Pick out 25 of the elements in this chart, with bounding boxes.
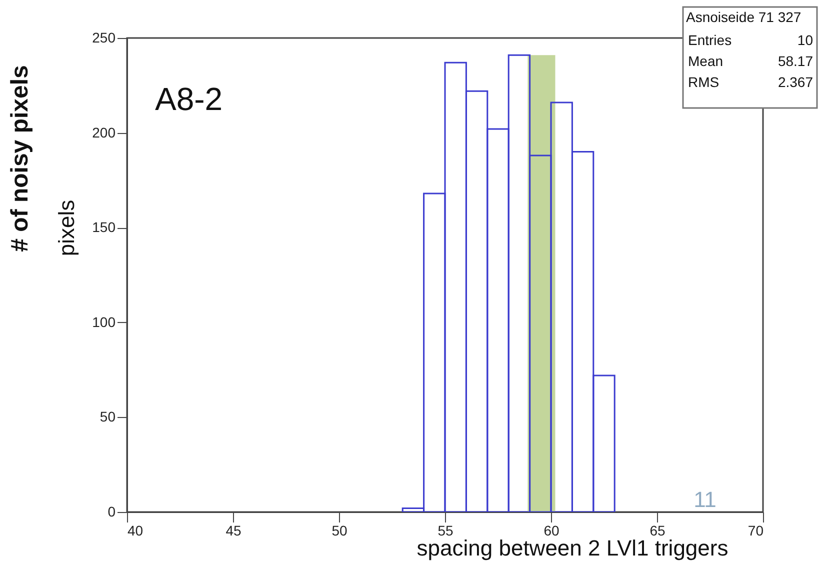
annotation: Entries — [688, 32, 732, 48]
y-tick-label: 50 — [100, 408, 116, 425]
text: 10 — [797, 32, 814, 48]
y-tick-label: 0 — [108, 504, 116, 520]
annotation: A8-2 — [155, 81, 223, 117]
x-tick-label: 55 — [438, 522, 454, 538]
annotation: 11 — [694, 487, 716, 512]
y-axis-title: # of noisy pixels — [6, 65, 34, 252]
annotation: RMS — [688, 74, 720, 90]
text: pixels — [54, 200, 79, 256]
text: 58.17 — [778, 53, 814, 69]
x-tick-label: 70 — [748, 522, 764, 538]
text: Asnoiseide 71 327 — [686, 9, 802, 25]
y-tick-label: 200 — [92, 124, 116, 140]
x-axis-title: spacing between 2 LVl1 triggers — [416, 536, 728, 560]
x-tick-label: 65 — [650, 522, 666, 538]
x-tick-label: 60 — [544, 522, 560, 538]
x-tick-label: 40 — [128, 522, 144, 538]
text: 2.367 — [778, 74, 814, 90]
y-tick-label: 100 — [92, 314, 116, 330]
x-tick-label: 45 — [226, 522, 242, 538]
x-tick-label: 50 — [332, 522, 348, 538]
annotation: Mean — [688, 53, 724, 69]
y-tick-label: 150 — [92, 219, 116, 236]
y-tick-label: 250 — [92, 30, 116, 46]
